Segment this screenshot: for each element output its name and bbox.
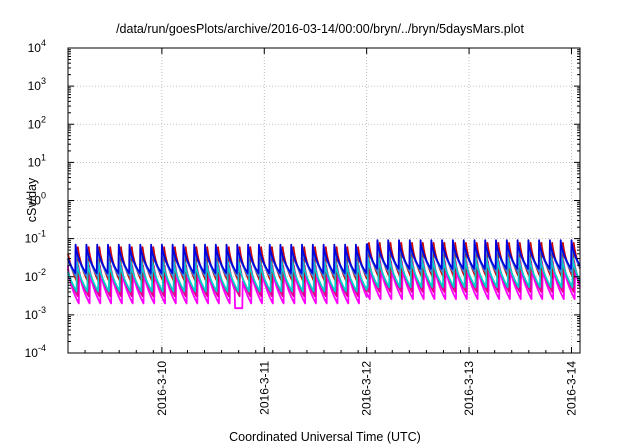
y-tick-label: 104 [28,38,46,55]
y-tick-label: 103 [28,76,46,93]
x-tick-label: 2016-3-13 [462,361,476,416]
series-line [67,239,581,275]
x-tick-label: 2016-3-10 [155,361,169,416]
tick-marks [67,47,581,354]
x-axis-label: Coordinated Universal Time (UTC) [229,430,421,444]
chart-title: /data/run/goesPlots/archive/2016-03-14/0… [116,22,524,36]
y-axis-label: cSv/day [25,177,39,222]
y-tick-labels: 10-4 10-3 10-2 10-1 100 101 102 103 104 [25,38,46,360]
x-tick-labels: 2016-3-10 2016-3-11 2016-3-12 2016-3-13 2016… [155,361,579,416]
series-line [67,256,581,293]
y-tick-label: 102 [28,114,46,131]
y-tick-label: 10-1 [25,229,46,246]
y-tick-label: 10-4 [25,343,46,360]
y-tick-label: 100 [28,191,46,208]
series-line [67,265,581,310]
y-tick-label: 101 [28,152,46,169]
y-tick-label: 10-3 [25,305,46,322]
x-tick-label: 2016-3-14 [564,361,578,416]
y-tick-label: 10-2 [25,267,46,284]
series-layer [67,239,581,310]
x-tick-label: 2016-3-11 [257,361,271,415]
chart-grid [68,48,580,353]
x-tick-label: 2016-3-12 [360,361,374,416]
